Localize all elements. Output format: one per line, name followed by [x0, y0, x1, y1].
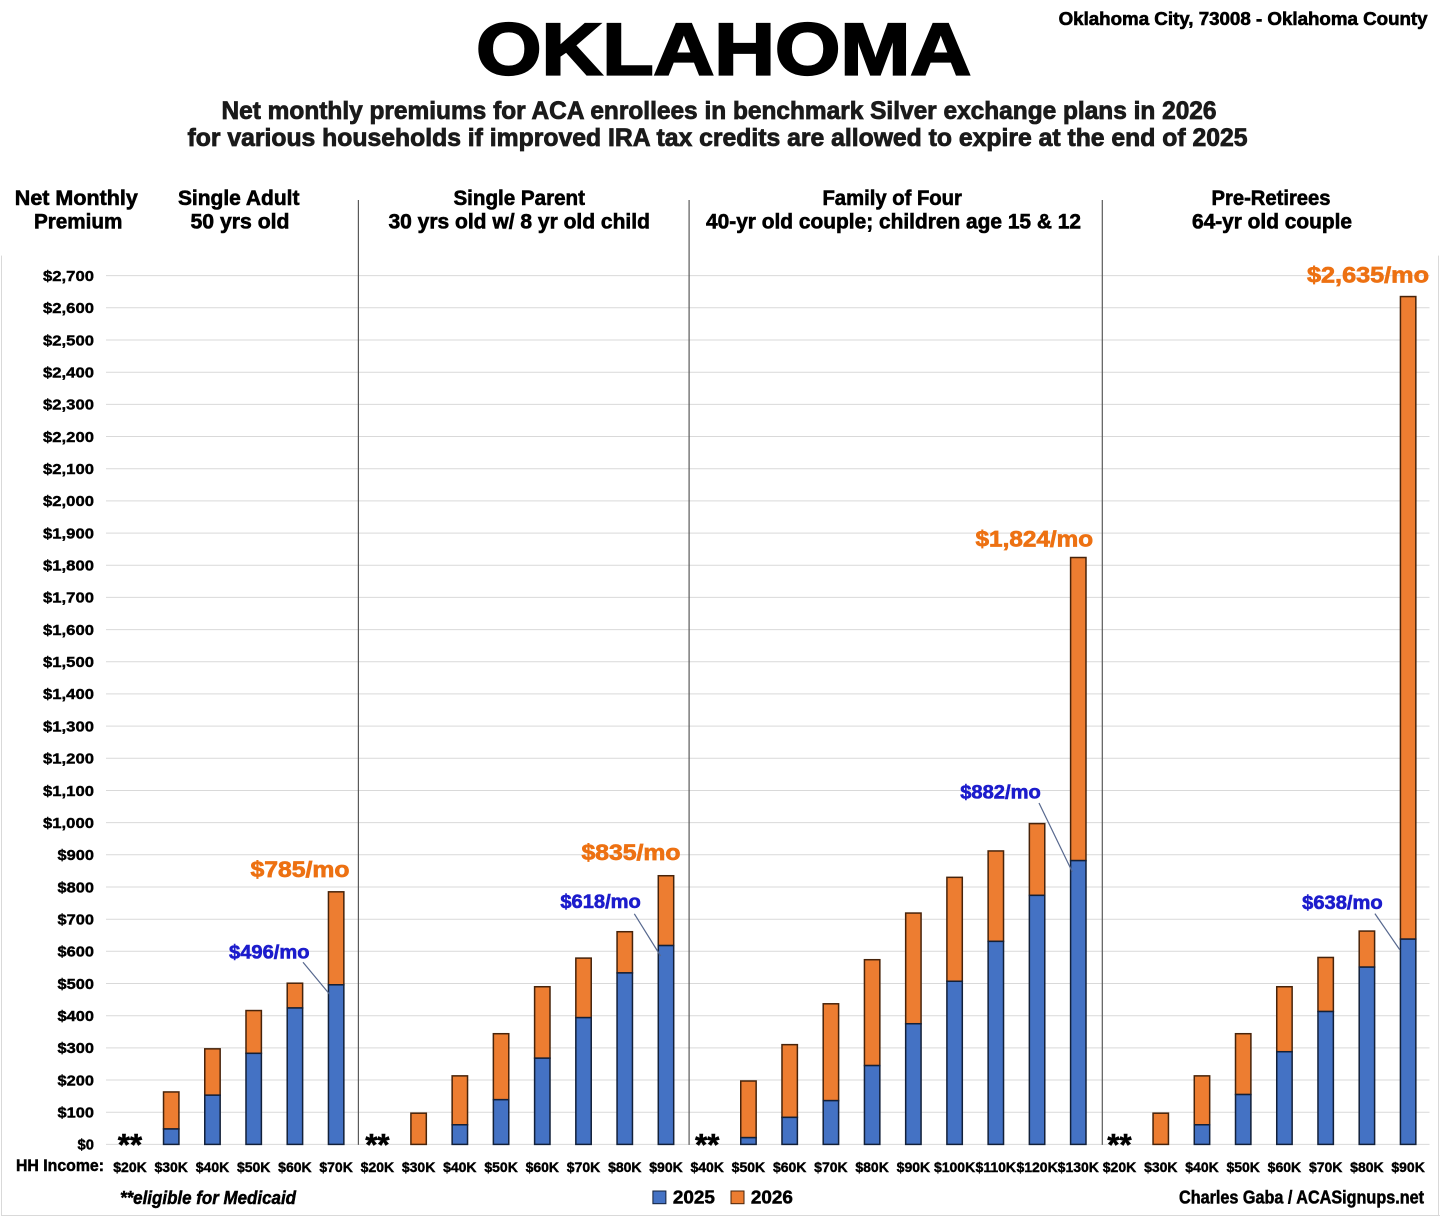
svg-text:$40K: $40K: [443, 1159, 476, 1175]
svg-text:$2,400: $2,400: [43, 365, 94, 382]
svg-text:**: **: [118, 1127, 143, 1162]
svg-text:$1,300: $1,300: [43, 718, 94, 735]
svg-text:$60K: $60K: [773, 1159, 806, 1175]
svg-text:30 yrs old w/ 8 yr old child: 30 yrs old w/ 8 yr old child: [388, 211, 650, 234]
svg-text:$80K: $80K: [855, 1159, 888, 1175]
svg-text:$2,635/mo: $2,635/mo: [1307, 263, 1429, 288]
svg-text:64-yr old couple: 64-yr old couple: [1192, 211, 1352, 234]
svg-text:$100: $100: [58, 1105, 95, 1122]
svg-text:$2,000: $2,000: [43, 493, 94, 510]
svg-text:Oklahoma City, 73008 - Oklahom: Oklahoma City, 73008 - Oklahoma County: [1059, 9, 1428, 29]
svg-text:$2,700: $2,700: [43, 268, 94, 285]
svg-text:$496/mo: $496/mo: [229, 943, 310, 964]
svg-text:$500: $500: [58, 976, 95, 993]
svg-text:$30K: $30K: [154, 1159, 187, 1175]
svg-text:$1,800: $1,800: [43, 558, 94, 575]
svg-text:**: **: [695, 1127, 720, 1162]
svg-text:$1,100: $1,100: [43, 783, 94, 800]
svg-text:$40K: $40K: [690, 1159, 723, 1175]
svg-text:40-yr old couple; children age: 40-yr old couple; children age 15 & 12: [706, 211, 1081, 234]
svg-text:$60K: $60K: [1268, 1159, 1301, 1175]
svg-text:$90K: $90K: [649, 1159, 682, 1175]
svg-text:$2,500: $2,500: [43, 332, 94, 349]
svg-text:$110K: $110K: [976, 1159, 1016, 1175]
svg-text:Single Parent: Single Parent: [453, 187, 585, 210]
svg-text:Net Monthly: Net Monthly: [15, 187, 138, 210]
svg-text:$60K: $60K: [526, 1159, 559, 1175]
svg-text:$90K: $90K: [897, 1159, 930, 1175]
svg-text:$40K: $40K: [196, 1159, 229, 1175]
svg-text:**eligible for Medicaid: **eligible for Medicaid: [120, 1188, 297, 1208]
svg-text:$130K: $130K: [1058, 1159, 1099, 1175]
svg-text:$1,200: $1,200: [43, 751, 94, 768]
svg-text:$70K: $70K: [1309, 1159, 1342, 1175]
svg-text:$1,500: $1,500: [43, 654, 94, 671]
svg-text:2026: 2026: [751, 1188, 793, 1208]
svg-text:$835/mo: $835/mo: [582, 840, 681, 865]
svg-text:$100K: $100K: [934, 1159, 975, 1175]
svg-text:$2,600: $2,600: [43, 300, 94, 317]
svg-text:$20K: $20K: [113, 1159, 146, 1175]
svg-text:$50K: $50K: [732, 1159, 765, 1175]
svg-text:$300: $300: [58, 1040, 95, 1057]
svg-text:50 yrs old: 50 yrs old: [191, 211, 290, 234]
svg-text:$1,400: $1,400: [43, 686, 94, 703]
svg-text:$70K: $70K: [319, 1159, 352, 1175]
svg-text:$600: $600: [58, 944, 95, 961]
svg-text:$2,100: $2,100: [43, 461, 94, 478]
svg-text:$50K: $50K: [1226, 1159, 1259, 1175]
svg-text:OKLAHOMA: OKLAHOMA: [476, 8, 971, 91]
svg-text:Single Adult: Single Adult: [178, 187, 300, 210]
svg-text:$2,300: $2,300: [43, 397, 94, 414]
svg-text:$2,200: $2,200: [43, 429, 94, 446]
svg-text:$20K: $20K: [1103, 1159, 1136, 1175]
svg-text:Premium: Premium: [34, 211, 123, 234]
svg-text:$50K: $50K: [237, 1159, 270, 1175]
svg-text:$800: $800: [58, 879, 95, 896]
svg-text:HH Income:: HH Income:: [16, 1156, 104, 1175]
svg-text:$20K: $20K: [361, 1159, 394, 1175]
svg-text:$700: $700: [58, 912, 95, 929]
svg-text:$80K: $80K: [1350, 1159, 1383, 1175]
svg-text:$120K: $120K: [1016, 1159, 1057, 1175]
svg-text:Charles Gaba / ACASignups.net: Charles Gaba / ACASignups.net: [1179, 1188, 1424, 1208]
svg-text:Net monthly premiums for ACA e: Net monthly premiums for ACA enrollees i…: [222, 97, 1217, 125]
svg-text:2025: 2025: [673, 1188, 715, 1208]
svg-text:$80K: $80K: [608, 1159, 641, 1175]
svg-text:for various households if impr: for various households if improved IRA t…: [188, 124, 1248, 152]
svg-text:$0: $0: [78, 1137, 95, 1154]
svg-text:$1,000: $1,000: [43, 815, 94, 832]
svg-text:$618/mo: $618/mo: [560, 892, 641, 913]
svg-text:$900: $900: [58, 847, 95, 864]
svg-text:**: **: [1107, 1127, 1132, 1162]
svg-text:$50K: $50K: [484, 1159, 517, 1175]
svg-text:$400: $400: [58, 1008, 95, 1025]
svg-text:$60K: $60K: [278, 1159, 311, 1175]
svg-text:$638/mo: $638/mo: [1302, 893, 1383, 914]
svg-text:$70K: $70K: [814, 1159, 847, 1175]
svg-text:$785/mo: $785/mo: [251, 857, 350, 882]
svg-text:$30K: $30K: [1144, 1159, 1177, 1175]
svg-text:**: **: [365, 1127, 390, 1162]
svg-text:$1,700: $1,700: [43, 590, 94, 607]
svg-text:$1,600: $1,600: [43, 622, 94, 639]
svg-text:$40K: $40K: [1185, 1159, 1218, 1175]
svg-text:Pre-Retirees: Pre-Retirees: [1212, 187, 1331, 210]
svg-text:$1,824/mo: $1,824/mo: [976, 527, 1094, 552]
svg-text:$200: $200: [58, 1072, 95, 1089]
svg-text:Family of Four: Family of Four: [822, 187, 962, 210]
svg-text:$882/mo: $882/mo: [960, 783, 1041, 804]
svg-text:$30K: $30K: [402, 1159, 435, 1175]
svg-text:$90K: $90K: [1391, 1159, 1424, 1175]
svg-text:$70K: $70K: [567, 1159, 600, 1175]
svg-text:$1,900: $1,900: [43, 525, 94, 542]
